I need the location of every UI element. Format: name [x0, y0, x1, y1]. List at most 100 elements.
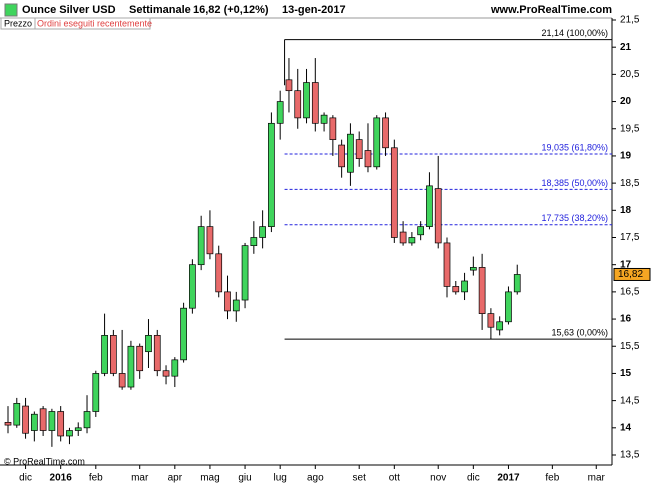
x-tick-label: dic: [467, 473, 480, 484]
candle-body: [250, 237, 258, 247]
x-tick-label: dic: [19, 473, 32, 484]
candle-body: [145, 335, 152, 353]
candle-body: [92, 373, 100, 412]
fib-label: 17,735 (38,20%): [541, 213, 608, 223]
y-tick-label: 17: [620, 259, 632, 270]
orders-box[interactable]: [34, 17, 151, 30]
x-tick-label: ago: [307, 473, 324, 484]
y-tick-label: 15,5: [620, 341, 640, 352]
candle-body: [39, 408, 47, 431]
chart-title: Ounce Silver USD: [22, 4, 116, 16]
candle-body: [101, 335, 108, 374]
x-tick-label: 2017: [497, 473, 520, 484]
y-tick-label: 17,5: [620, 232, 640, 243]
candle-body: [206, 226, 214, 255]
candle-body: [505, 291, 512, 323]
candle-body: [382, 117, 389, 149]
candle-body: [320, 114, 328, 124]
candle-body: [329, 117, 337, 140]
candle-body: [153, 335, 161, 372]
y-tick-label: 16,5: [620, 287, 640, 298]
candle-body: [224, 291, 231, 312]
candle-body: [74, 427, 82, 431]
candle-body: [478, 267, 486, 314]
panel-label: Prezzo: [4, 18, 32, 28]
fib-label: 19,035 (61,80%): [541, 142, 608, 152]
y-tick-label: 16: [620, 314, 632, 325]
candle-body: [461, 280, 468, 293]
candle-body: [311, 82, 319, 124]
candle-body: [83, 411, 91, 429]
candle-body: [48, 411, 56, 431]
candle-body: [373, 117, 381, 168]
fib-label: 18,385 (50,00%): [541, 178, 608, 188]
x-tick-label: mar: [588, 473, 606, 484]
candle-body: [162, 370, 170, 377]
candle-body: [215, 253, 223, 293]
x-tick-label: feb: [545, 473, 559, 484]
y-tick-label: 18: [620, 205, 632, 216]
y-tick-label: 20,5: [620, 69, 640, 80]
candle-body: [30, 413, 38, 431]
candle-body: [513, 274, 521, 293]
candle-body: [171, 359, 179, 377]
candle-body: [180, 307, 187, 361]
candle-body: [268, 122, 275, 227]
candle-body: [487, 313, 495, 328]
y-tick-label: 21: [620, 42, 632, 53]
candle-body: [355, 139, 363, 160]
x-tick-label: ott: [389, 473, 400, 484]
candle-body: [417, 226, 425, 236]
y-tick-label: 19: [620, 151, 632, 162]
last-change: 16,82 (+0,12%): [193, 4, 269, 16]
site: www.ProRealTime.com: [490, 4, 612, 16]
y-tick-label: 21,5: [620, 15, 640, 26]
orders-label[interactable]: Ordini eseguiti recentemente: [37, 18, 152, 28]
x-tick-label: set: [353, 473, 367, 484]
candle-body: [136, 345, 144, 372]
icon: [4, 3, 18, 17]
copyright: © ProRealTime.com: [4, 456, 85, 466]
x-tick-label: mar: [131, 473, 149, 484]
candle-body: [443, 242, 451, 287]
y-tick-label: 15: [620, 368, 632, 379]
candle-body: [13, 402, 21, 426]
candle-body: [390, 147, 398, 238]
y-tick-label: 19,5: [620, 123, 640, 134]
x-tick-label: 2016: [50, 473, 73, 484]
y-tick-label: 14: [620, 422, 632, 433]
y-tick-label: 20: [620, 96, 632, 107]
candle-body: [259, 226, 266, 238]
x-tick-label: lug: [274, 473, 287, 484]
candle-body: [364, 150, 372, 168]
x-tick-label: nov: [430, 473, 446, 484]
candle-body: [232, 299, 240, 312]
x-tick-label: feb: [89, 473, 103, 484]
x-tick-label: giu: [238, 473, 251, 484]
y-tick-label: 18,5: [620, 178, 640, 189]
candle-body: [469, 267, 477, 271]
candle-body: [110, 335, 117, 374]
x-tick-label: apr: [168, 473, 183, 484]
candle-body: [399, 231, 407, 244]
x-tick-label: mag: [200, 473, 219, 484]
candle-body: [347, 133, 354, 173]
fib-label: 15,63 (0,00%): [551, 328, 608, 338]
candle-body: [4, 422, 12, 426]
candle-body: [408, 237, 416, 244]
y-tick-label: 13,5: [620, 450, 640, 461]
last-price-box: [613, 267, 651, 281]
candle-body: [127, 345, 135, 388]
y-tick-label: 14,5: [620, 395, 640, 406]
candle-body: [303, 82, 310, 119]
candle-body: [118, 373, 126, 388]
candle-body: [496, 321, 504, 331]
candle-body: [294, 90, 302, 119]
candle-body: [189, 264, 196, 309]
candle-body: [426, 185, 433, 227]
last-price-label: 16,82: [618, 269, 643, 280]
candle-body: [66, 430, 73, 437]
period: Settimanale: [129, 4, 191, 16]
